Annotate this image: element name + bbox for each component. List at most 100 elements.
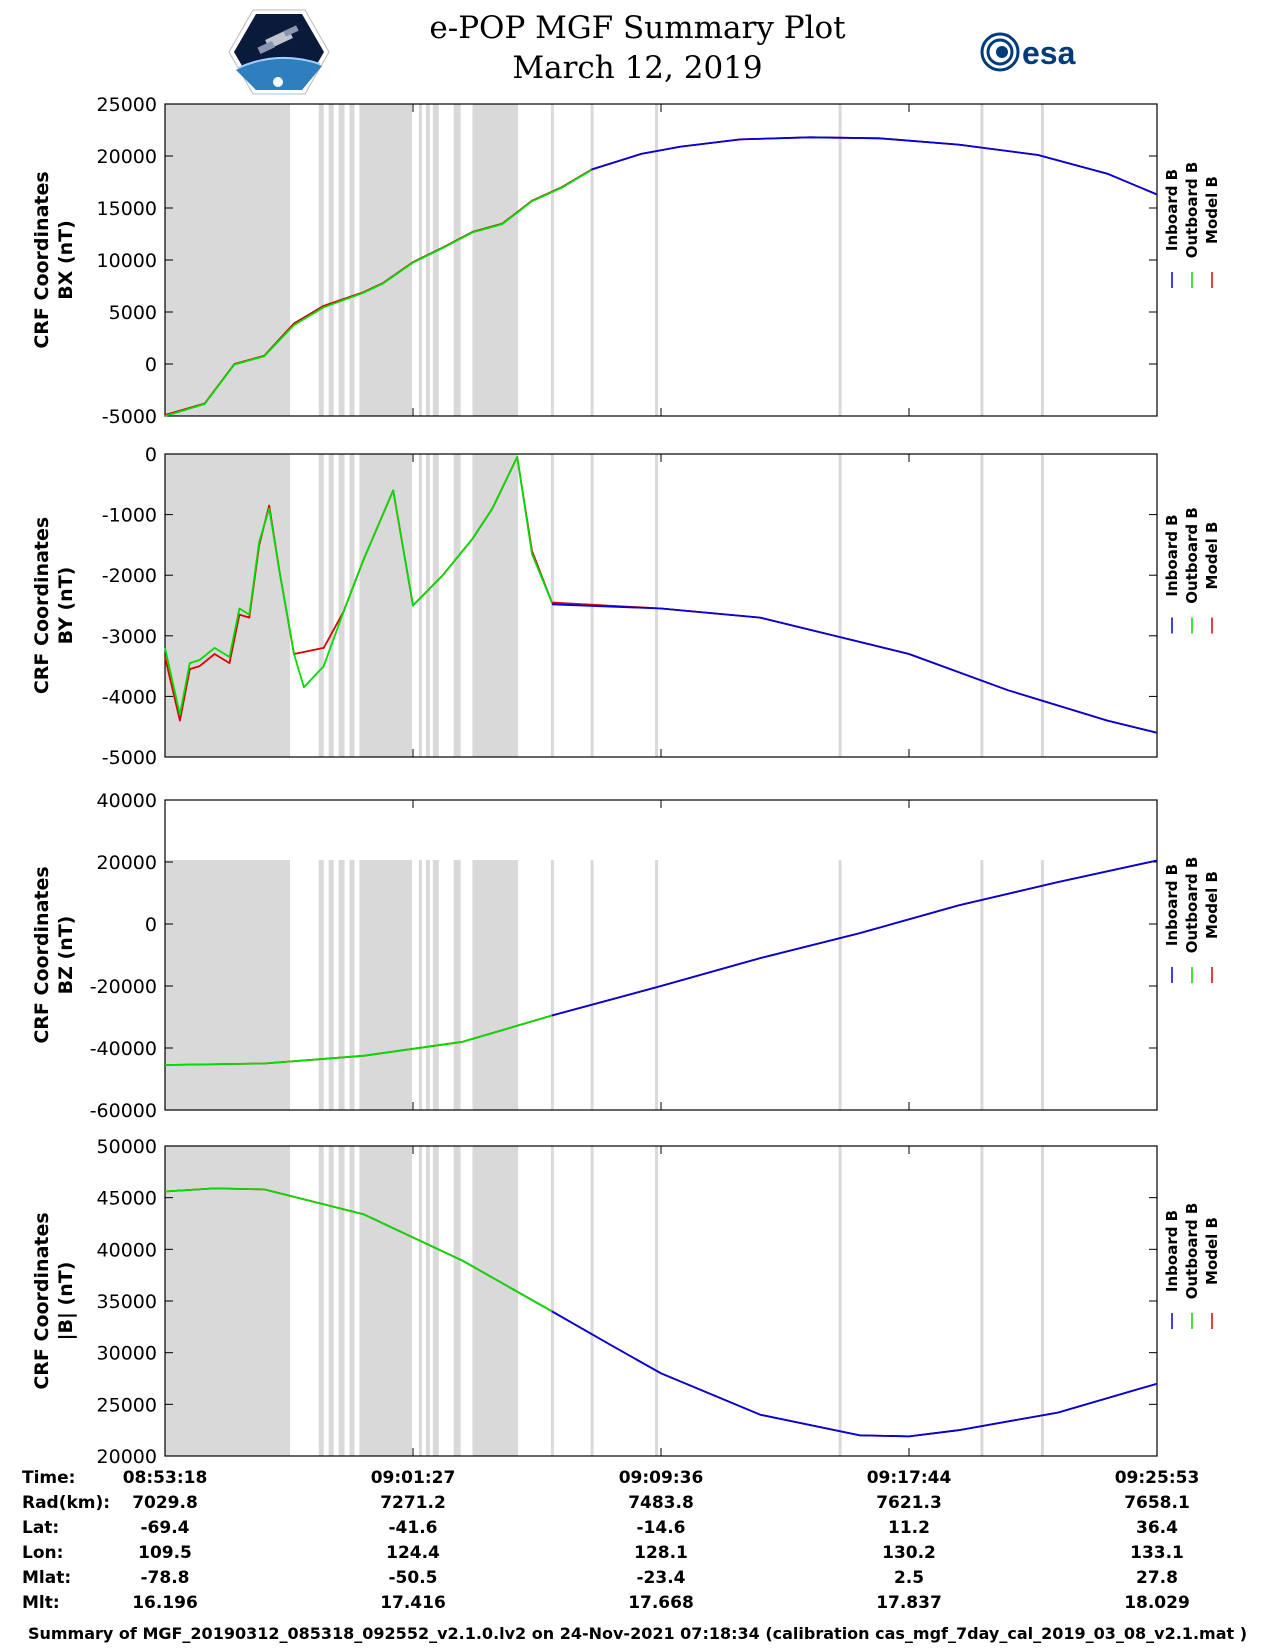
info-value: 109.5 — [138, 1543, 192, 1563]
footer-summary: Summary of MGF_20190312_085318_092552_v2… — [27, 1624, 1248, 1643]
shaded-interval — [1040, 1146, 1044, 1456]
panel-3: 40000 20000 0 -20000 -40000 -60000 CRF Coordin… — [31, 790, 1221, 1122]
shaded-interval — [318, 860, 324, 1110]
shaded-interval — [550, 454, 554, 757]
shaded-interval — [338, 860, 345, 1110]
info-row: Lat: -69.4 -41.6 -14.6 11.2 36.4 — [22, 1518, 1262, 1543]
shaded-interval — [980, 454, 984, 757]
shaded-interval — [165, 860, 290, 1110]
info-value: 17.668 — [628, 1593, 694, 1613]
legend-label: Outboard B — [1183, 162, 1201, 259]
y-tick-label: 35000 — [97, 1291, 157, 1313]
shaded-interval — [432, 104, 439, 416]
legend-label: Model B — [1203, 522, 1221, 590]
y-tick-label: 45000 — [97, 1188, 157, 1210]
series-line-model-b — [164, 456, 1158, 734]
shaded-interval — [838, 1146, 842, 1456]
shaded-interval — [349, 454, 355, 757]
y-tick-label: 15000 — [97, 198, 157, 220]
y-tick-label: -20000 — [90, 976, 157, 998]
legend-label: Model B — [1203, 871, 1221, 939]
y-axis-label: CRF Coordinates — [31, 866, 53, 1043]
shaded-interval — [838, 104, 842, 416]
shaded-interval — [359, 860, 413, 1110]
title-line-2: March 12, 2019 — [512, 50, 763, 86]
info-value: 08:53:18 — [122, 1468, 208, 1488]
esa-logo: esa — [980, 32, 1076, 72]
shaded-interval — [328, 104, 334, 416]
shaded-interval — [338, 1146, 345, 1456]
shaded-interval — [338, 454, 345, 757]
info-value: -14.6 — [636, 1518, 686, 1538]
shaded-interval — [165, 454, 290, 757]
y-axis-label: BY (nT) — [55, 567, 77, 645]
y-tick-label: 40000 — [97, 790, 157, 812]
info-value: 09:09:36 — [618, 1468, 704, 1488]
y-tick-label: -1000 — [102, 505, 157, 527]
legend-label: Model B — [1203, 1217, 1221, 1285]
y-axis-label: BZ (nT) — [55, 916, 77, 995]
shaded-interval — [453, 860, 461, 1110]
info-row-label: Rad(km): — [22, 1493, 111, 1513]
shaded-interval — [838, 454, 842, 757]
info-value: -69.4 — [140, 1518, 190, 1538]
panel-1: 25000 20000 15000 10000 5000 0 -5000 CRF Coordi… — [31, 94, 1221, 428]
info-value: 7483.8 — [628, 1493, 694, 1513]
shaded-interval — [418, 860, 422, 1110]
shaded-interval — [453, 104, 461, 416]
info-row-label: Lat: — [22, 1518, 60, 1538]
shaded-interval — [432, 860, 439, 1110]
y-tick-label: 0 — [145, 444, 157, 466]
y-tick-label: -5000 — [102, 406, 157, 428]
y-tick-label: 5000 — [109, 302, 157, 324]
shaded-interval — [590, 104, 594, 416]
info-value: 128.1 — [634, 1543, 688, 1563]
legend-label: Inboard B — [1163, 1210, 1181, 1292]
y-tick-label: -5000 — [102, 747, 157, 769]
shaded-interval — [418, 1146, 422, 1456]
info-value: 17.416 — [380, 1593, 446, 1613]
series-line-model-b — [164, 1187, 1158, 1438]
shaded-interval — [655, 860, 659, 1110]
y-tick-label: -4000 — [102, 686, 157, 708]
info-row: Mlt: 16.196 17.416 17.668 17.837 18.029 — [22, 1593, 1262, 1618]
shaded-interval — [418, 454, 422, 757]
info-row-label: Time: — [22, 1468, 76, 1488]
shaded-interval — [432, 454, 439, 757]
info-row-label: Mlt: — [22, 1593, 60, 1613]
legend-label: Inboard B — [1163, 864, 1181, 946]
info-row: Time: 08:53:18 09:01:27 09:09:36 09:17:44 09:… — [22, 1468, 1262, 1493]
shaded-interval — [980, 104, 984, 416]
shaded-interval — [165, 104, 290, 416]
title-line-1: e-POP MGF Summary Plot — [429, 10, 846, 46]
info-value: -41.6 — [388, 1518, 438, 1538]
shaded-interval — [1040, 454, 1044, 757]
shaded-interval — [550, 1146, 554, 1456]
info-row-label: Mlat: — [22, 1568, 72, 1588]
y-tick-label: 10000 — [97, 250, 157, 272]
legend-label: Inboard B — [1163, 169, 1181, 251]
series-line-outboard-b — [164, 1014, 553, 1066]
info-value: 7621.3 — [876, 1493, 942, 1513]
shaded-interval — [425, 104, 430, 416]
shaded-interval — [980, 860, 984, 1110]
info-value: 18.029 — [1124, 1593, 1190, 1613]
info-value: 09:01:27 — [370, 1468, 456, 1488]
info-row: Rad(km): 7029.8 7271.2 7483.8 7621.3 7658.1 — [22, 1493, 1262, 1518]
shaded-interval — [349, 104, 355, 416]
y-tick-label: 20000 — [97, 1446, 157, 1468]
info-value: -50.5 — [388, 1568, 438, 1588]
shaded-interval — [453, 1146, 461, 1456]
info-value: -78.8 — [140, 1568, 190, 1588]
series-line-outboard-b — [164, 169, 593, 417]
shaded-interval — [328, 454, 334, 757]
shaded-interval — [1040, 860, 1044, 1110]
shaded-interval — [590, 860, 594, 1110]
info-value: 7658.1 — [1124, 1493, 1190, 1513]
shaded-interval — [453, 454, 461, 757]
shaded-interval — [359, 1146, 413, 1456]
info-value: 7271.2 — [380, 1493, 446, 1513]
info-row-label: Lon: — [22, 1543, 64, 1563]
shaded-interval — [318, 104, 324, 416]
